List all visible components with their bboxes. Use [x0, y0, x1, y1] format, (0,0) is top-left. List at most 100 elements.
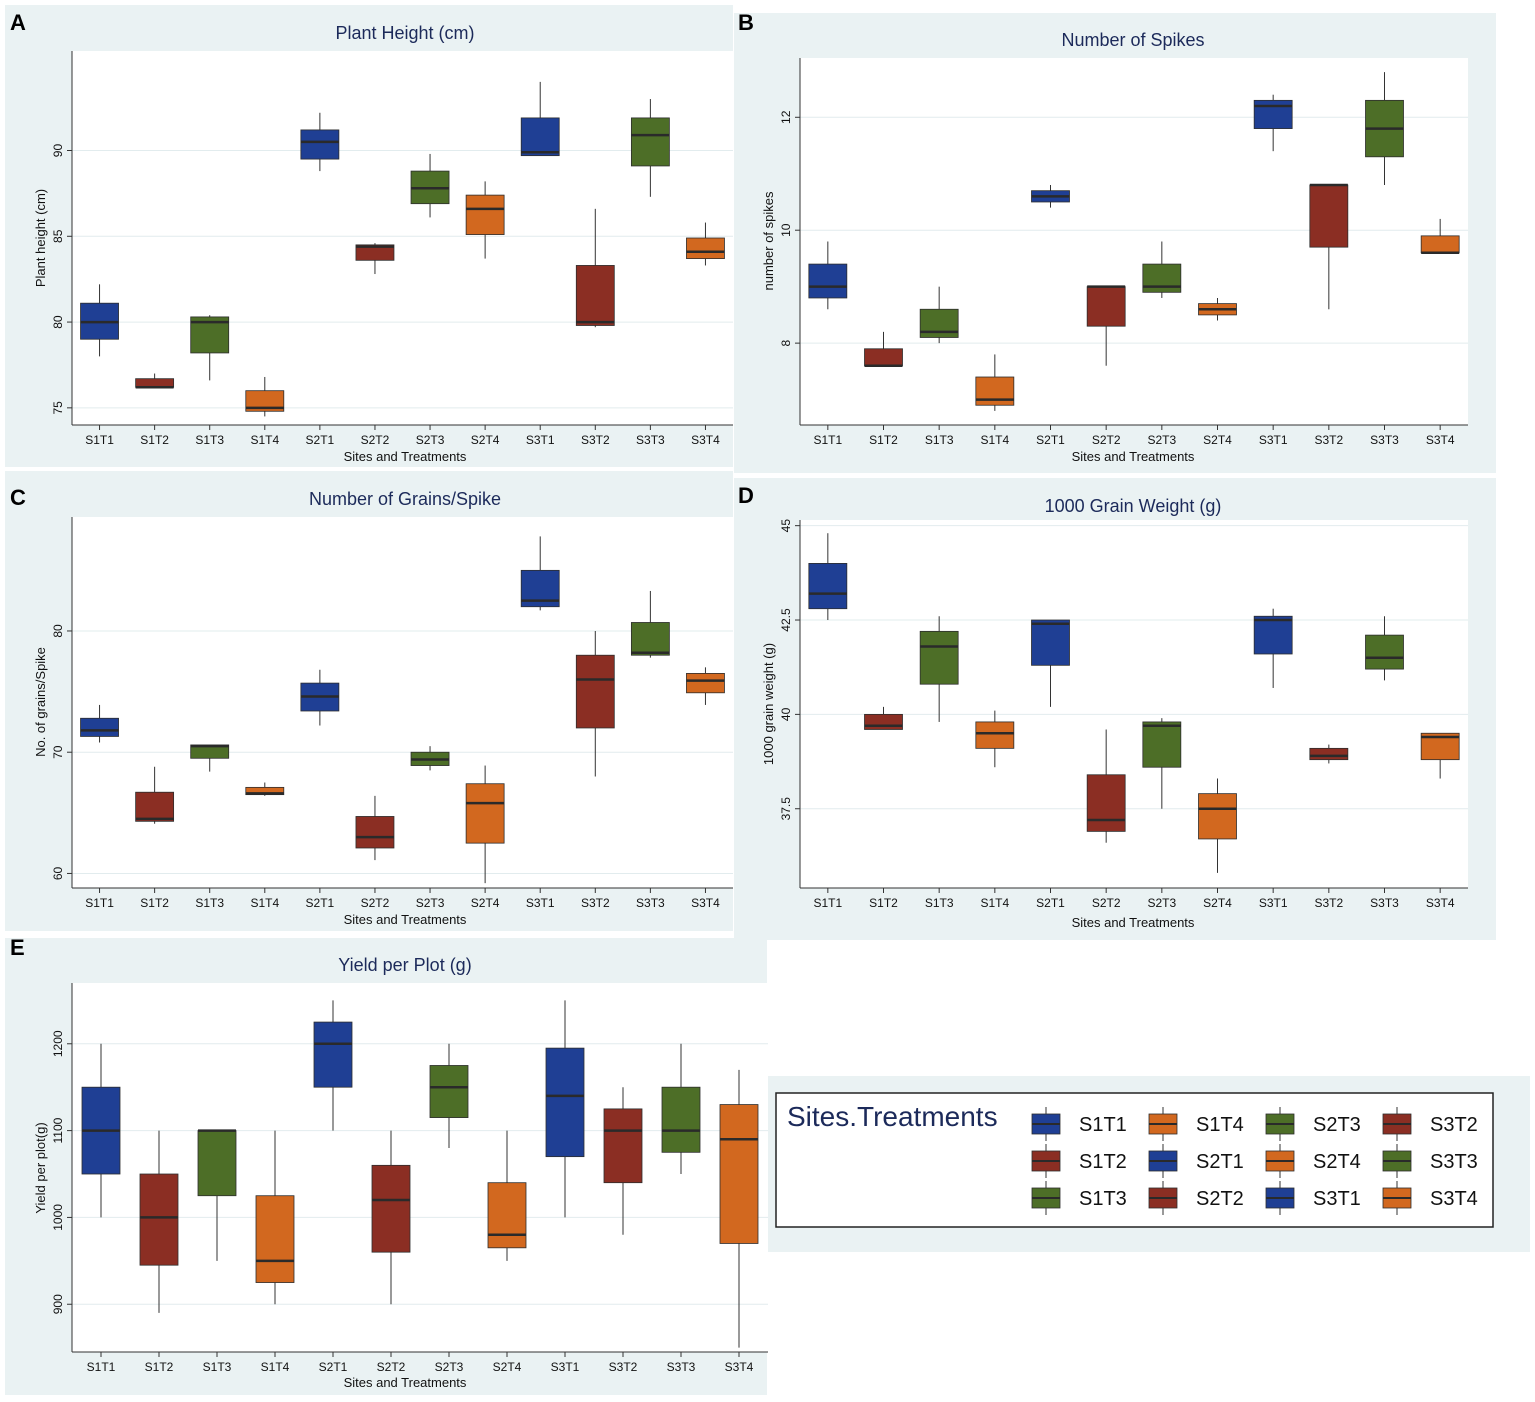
- x-tick-label: S2T3: [416, 433, 445, 447]
- box-s1t1: [80, 704, 119, 743]
- legend-label: S2T1: [1196, 1151, 1244, 1173]
- x-tick-label: S3T1: [1259, 896, 1288, 910]
- box-s3t3: [630, 99, 670, 197]
- x-tick-label: S1T4: [980, 896, 1009, 910]
- box-s2t4: [465, 765, 505, 884]
- box-s1t4: [245, 782, 285, 796]
- panel-letter: E: [10, 935, 25, 960]
- legend-item-s2t2: S2T2: [1148, 1181, 1244, 1215]
- box-s3t4: [686, 222, 725, 266]
- legend-item-s1t2: S1T2: [1031, 1144, 1127, 1178]
- x-tick-label: S3T2: [1314, 896, 1343, 910]
- box-s2t1: [300, 669, 340, 726]
- legend-item-s3t3: S3T3: [1382, 1144, 1478, 1178]
- iqr-box: [719, 1104, 759, 1244]
- iqr-box: [1198, 793, 1237, 840]
- box-s3t2: [603, 1087, 643, 1235]
- x-tick-label: S3T2: [581, 433, 610, 447]
- box-s3t1: [545, 1000, 585, 1218]
- x-tick-label: S1T4: [980, 433, 1009, 447]
- x-tick-label: S1T3: [195, 896, 224, 910]
- box-s3t2: [575, 630, 615, 777]
- legend-item-s1t4: S1T4: [1148, 1107, 1244, 1141]
- x-tick-label: S3T2: [609, 1360, 638, 1374]
- y-tick-label: 80: [51, 624, 65, 638]
- x-tick-label: S2T2: [361, 896, 390, 910]
- legend-item-s2t4: S2T4: [1265, 1144, 1361, 1178]
- iqr-box: [975, 721, 1015, 749]
- x-tick-label: S1T4: [261, 1360, 290, 1374]
- legend-label: S3T2: [1430, 1114, 1478, 1136]
- panel-letter: A: [10, 10, 26, 35]
- panel-letter: B: [738, 10, 754, 35]
- box-s1t3: [190, 744, 230, 772]
- legend-item-s3t2: S3T2: [1382, 1107, 1478, 1141]
- legend-label: S3T4: [1430, 1188, 1478, 1210]
- y-tick-label: 10: [779, 223, 793, 237]
- box-s2t1: [313, 1000, 353, 1131]
- box-s2t4: [1198, 778, 1237, 873]
- box-s3t3: [1365, 616, 1404, 681]
- box-s3t2: [1309, 183, 1349, 310]
- iqr-box: [313, 1021, 353, 1088]
- x-tick-label: S2T4: [1203, 896, 1232, 910]
- x-tick-label: S3T1: [1259, 433, 1288, 447]
- y-tick-label: 1100: [51, 1117, 65, 1143]
- box-s1t4: [245, 376, 285, 417]
- x-tick-label: S2T4: [1203, 433, 1232, 447]
- iqr-box: [808, 563, 848, 610]
- x-tick-label: S1T2: [140, 433, 169, 447]
- box-s1t4: [255, 1130, 295, 1305]
- box-s3t1: [520, 536, 560, 611]
- iqr-box: [661, 1086, 701, 1153]
- legend-item-s1t1: S1T1: [1031, 1107, 1127, 1141]
- x-tick-label: S3T4: [725, 1360, 754, 1374]
- plot-area: [72, 983, 768, 1352]
- chart-title: 1000 Grain Weight (g): [1045, 496, 1222, 516]
- y-axis-title: number of spikes: [761, 191, 776, 290]
- box-s1t2: [864, 331, 903, 367]
- x-tick-label: S1T1: [813, 433, 842, 447]
- y-tick-label: 8: [779, 339, 793, 346]
- box-s1t4: [975, 710, 1015, 768]
- box-s1t1: [80, 284, 119, 357]
- plot-area: [800, 58, 1468, 425]
- x-tick-label: S2T1: [319, 1360, 348, 1374]
- x-axis-title: Sites and Treatments: [344, 1375, 467, 1390]
- box-s1t2: [135, 766, 175, 824]
- y-tick-label: 42.5: [779, 608, 793, 632]
- box-s2t2: [1086, 285, 1126, 366]
- iqr-box: [630, 622, 670, 656]
- iqr-box: [80, 717, 119, 737]
- x-tick-label: S1T4: [250, 433, 279, 447]
- x-axis-title: Sites and Treatments: [344, 449, 467, 464]
- x-tick-label: S2T2: [377, 1360, 406, 1374]
- x-tick-label: S2T1: [306, 433, 335, 447]
- x-tick-label: S1T4: [250, 896, 279, 910]
- iqr-box: [429, 1065, 469, 1118]
- y-axis-title: Yield per plot(g): [33, 1122, 48, 1213]
- box-s2t4: [465, 181, 505, 259]
- legend-box: [775, 1092, 1494, 1228]
- legend-item-s2t1: S2T1: [1148, 1144, 1244, 1178]
- iqr-box: [919, 630, 959, 685]
- box-s3t1: [1253, 94, 1293, 152]
- box-s1t3: [919, 616, 959, 722]
- box-s2t3: [410, 153, 450, 218]
- legend-item-s3t4: S3T4: [1382, 1181, 1478, 1215]
- x-tick-label: S3T2: [1314, 433, 1343, 447]
- box-s1t1: [808, 241, 848, 310]
- x-tick-label: S2T3: [435, 1360, 464, 1374]
- iqr-box: [135, 791, 175, 822]
- box-s2t3: [1142, 718, 1182, 809]
- x-tick-label: S1T3: [925, 896, 954, 910]
- y-tick-label: 90: [51, 144, 65, 158]
- iqr-box: [465, 194, 505, 235]
- legend: Sites.Treatments S1T1 S1T2 S1T3 S1T4 S2T1 S2T2…: [768, 1076, 1530, 1252]
- iqr-box: [545, 1047, 585, 1158]
- iqr-box: [1309, 184, 1349, 248]
- legend-item-s2t3: S2T3: [1265, 1107, 1361, 1141]
- iqr-box: [919, 308, 959, 338]
